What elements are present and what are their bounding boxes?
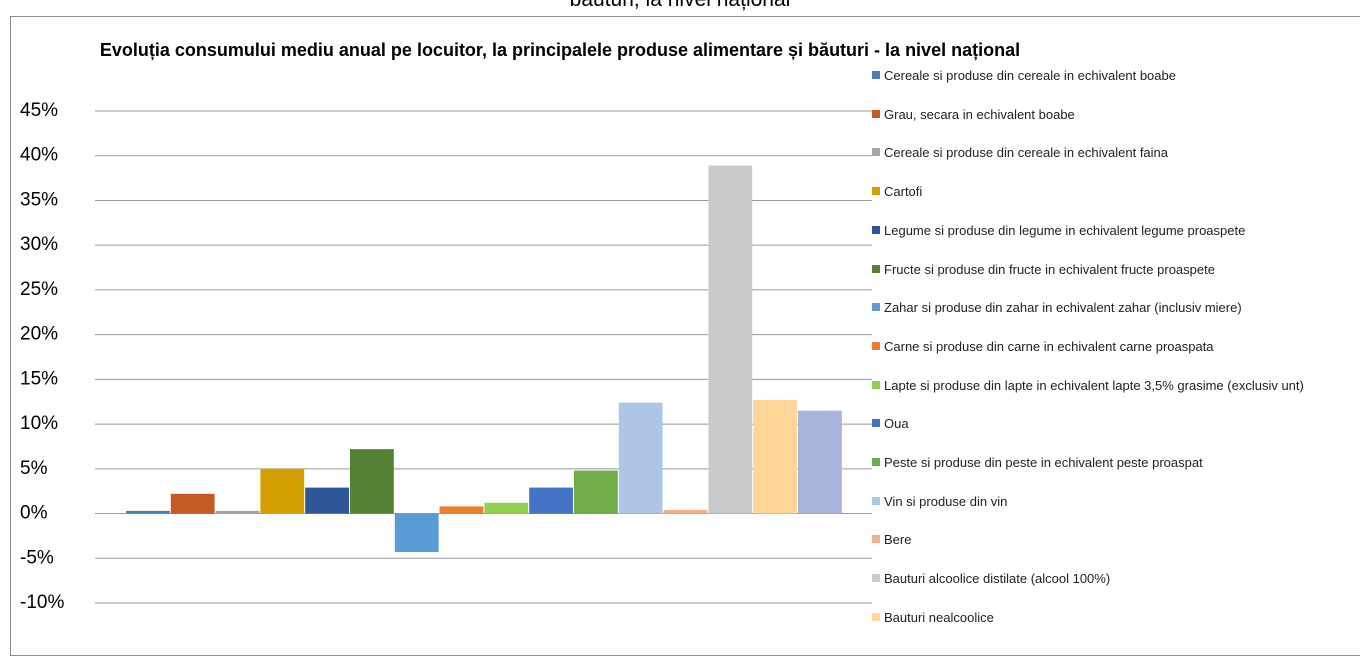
legend-swatch [872,574,880,583]
legend-swatch [872,109,880,118]
legend-label: Legume si produse din legume in echivale… [884,222,1246,238]
bar [753,399,797,514]
legend-label: Zahar si produse din zahar in echivalent… [884,300,1242,316]
legend-swatch [872,380,880,389]
legend-swatch [872,187,880,196]
legend-entry: Cartofi [872,184,1352,199]
legend-label: Cereale si produse din cereale in echiva… [884,68,1176,83]
y-tick-label: 20% [20,324,58,345]
legend-swatch [872,264,880,273]
legend-swatch [872,458,880,466]
bar [394,513,439,553]
legend-label: Bere [884,532,912,548]
legend-label: Bauturi nealcoolice [884,609,994,625]
y-tick-label: 0% [20,503,48,524]
y-tick-label: 10% [20,413,58,434]
bar [215,510,260,514]
legend-label: Carne si produse din carne in echivalent… [884,338,1214,354]
legend-entry: Lapte si produse din lapte in echivalent… [872,378,1352,393]
y-tick-label: 35% [20,189,58,210]
legend-entry: Bauturi alcoolice distilate (alcool 100%… [872,571,1352,586]
legend-swatch [872,419,880,428]
legend-label: Peste si produse din peste in echivalent… [884,455,1203,470]
bar [663,509,708,514]
y-tick-label: -10% [20,592,64,613]
legend-label: Vin si produse din vin [884,493,1008,509]
bar [529,487,573,514]
y-tick-label: -5% [20,547,54,568]
y-tick-label: 30% [20,234,58,255]
bar [439,506,484,514]
bar [350,449,394,514]
bar [484,502,529,514]
legend-entry: Vin si produse din vin [872,494,1352,509]
legend-swatch [872,341,880,350]
legend-swatch [872,71,880,79]
legend-swatch [872,303,880,312]
chart: -10% -5% 0% 5% 10% 15% 20% 25% 30% 35% 40% 45% [20,100,872,613]
legend-entry: Zahar si produse din zahar in echivalent… [872,300,1352,315]
legend-label: Grau, secara in echivalent boabe [884,106,1075,122]
legend-label: Cereale si produse din cereale in echiva… [884,145,1169,161]
bar [260,468,305,514]
legend-label: Cartofi [884,184,923,200]
y-tick-label: 45% [20,100,58,121]
bar [708,165,753,514]
legend-label: Fructe si produse din fructe in echivale… [884,261,1215,277]
legend-entry: Oua [872,416,1352,431]
legend-entry: Cereale si produse din cereale in echiva… [872,145,1352,160]
y-tick-label: 5% [20,458,48,479]
bar [618,402,663,514]
legend-label: Lapte si produse din lapte in echivalent… [884,377,1304,393]
bar [126,510,170,514]
legend-entry: Grau, secara in echivalent boabe [872,107,1352,122]
legend-entry: Cereale si produse din cereale in echiva… [872,68,1352,83]
legend-swatch [872,148,880,157]
legend-swatch [872,496,880,505]
legend-label: Bauturi alcoolice distilate (alcool 100%… [884,571,1111,587]
legend-entry: Bauturi nealcoolice [872,610,1352,625]
y-tick-label: 40% [20,145,58,166]
bar [798,410,842,514]
legend-entry: Legume si produse din legume in echivale… [872,223,1352,238]
legend-entry: Carne si produse din carne in echivalent… [872,339,1352,354]
y-tick-label: 25% [20,279,58,300]
legend-label: Oua [884,416,909,432]
bar [574,470,618,514]
chart-title: Evoluția consumului mediu anual pe locui… [99,40,1021,60]
bar [305,487,349,514]
legend-swatch [872,612,880,621]
page-caption: băuturi, la nivel național [0,0,1360,12]
legend-entry: Fructe si produse din fructe in echivale… [872,262,1352,277]
legend-entry: Peste si produse din peste in echivalent… [872,455,1352,470]
bar [170,493,215,514]
legend-swatch [872,225,880,234]
legend-swatch [872,535,880,544]
y-tick-label: 15% [20,368,58,389]
legend-entry: Bere [872,532,1352,547]
